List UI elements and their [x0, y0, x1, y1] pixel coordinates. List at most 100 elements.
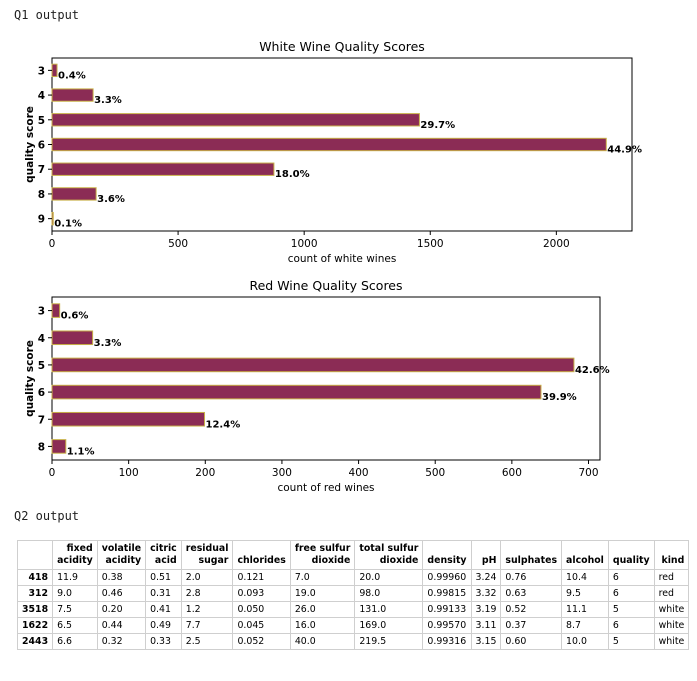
- table-cell: 6: [607, 617, 655, 634]
- q1-output-label: Q1 output: [14, 8, 80, 22]
- red-ytick-label: 8: [38, 441, 45, 453]
- white-ytick-label: 8: [38, 189, 45, 201]
- table-cell: 169.0: [354, 617, 424, 634]
- table-cell: 0.51: [145, 569, 182, 586]
- red-xtick-label: 0: [49, 467, 56, 479]
- red-yaxis-label: quality score: [24, 340, 36, 417]
- column-header: pH: [470, 540, 502, 570]
- column-header-text: volatile: [101, 543, 142, 554]
- table-cell: 0.33: [145, 633, 182, 650]
- column-header: sulphates: [500, 540, 563, 570]
- column-header-text: sugar: [198, 555, 229, 566]
- table-cell: 0.32: [96, 633, 147, 650]
- table-cell: 0.60: [500, 633, 563, 650]
- column-header-text: acid: [154, 555, 177, 566]
- white-xtick-label: 2000: [543, 238, 570, 250]
- row-index: 418: [16, 569, 54, 586]
- table-cell: 0.31: [145, 585, 182, 602]
- white-data-label: 18.0%: [275, 169, 310, 180]
- table-cell: red: [653, 569, 690, 586]
- q2-output-label: Q2 output: [14, 509, 80, 523]
- table-row: 2443 6.6 0.32 0.33 2.5 0.052 40.0 219.5 0.99316 3…: [16, 633, 690, 650]
- red-ytick-label: 5: [38, 360, 45, 372]
- white-wine-chart: White Wine Quality Scores 3 0.4% 4 3.3% 5 29.7…: [24, 39, 642, 265]
- table-cell: 131.0: [354, 601, 424, 618]
- white-data-label: 44.9%: [607, 145, 642, 156]
- column-header-text: total sulfur: [359, 543, 419, 554]
- white-xtick-label: 500: [168, 238, 188, 250]
- column-header: free sulfur dioxide: [289, 540, 356, 570]
- table-cell: 0.41: [145, 601, 182, 618]
- table-cell: 6.6: [52, 633, 98, 650]
- column-header-text: dioxide: [311, 555, 351, 566]
- white-data-label: 3.3%: [94, 95, 122, 106]
- table-cell: 5: [607, 633, 655, 650]
- column-header-text: residual: [185, 543, 229, 554]
- white-data-label: 0.1%: [54, 219, 82, 230]
- column-header-text: acidity: [105, 555, 142, 566]
- red-chart-title: Red Wine Quality Scores: [249, 278, 402, 293]
- row-index: 3518: [16, 601, 54, 618]
- table-cell: 7.0: [289, 569, 356, 586]
- column-header: citric acid: [145, 540, 182, 570]
- table-body: 418 11.9 0.38 0.51 2.0 0.121 7.0 20.0 0.99960 3.2…: [16, 569, 690, 650]
- red-xtick-label: 700: [578, 467, 598, 479]
- table-cell: 0.38: [96, 569, 147, 586]
- table-header: fixed acidity volatile acidity citric acid res…: [16, 540, 690, 570]
- table-cell: 0.63: [500, 585, 563, 602]
- white-data-label: 3.6%: [97, 194, 125, 205]
- column-header-text: [566, 543, 604, 555]
- column-header-text: [427, 543, 466, 555]
- table-cell: 11.1: [561, 601, 609, 618]
- table-cell: 0.99960: [422, 569, 472, 586]
- table-cell: 3.19: [470, 601, 502, 618]
- column-header-text: [237, 543, 285, 555]
- row-index: 1622: [16, 617, 54, 634]
- table-cell: 0.49: [145, 617, 182, 634]
- red-xtick-label: 300: [272, 467, 292, 479]
- column-header-text: citric: [150, 543, 177, 554]
- table-cell: 0.46: [96, 585, 147, 602]
- red-ytick-label: 6: [38, 387, 45, 399]
- table-cell: 2.8: [180, 585, 234, 602]
- white-ytick-label: 5: [38, 115, 45, 127]
- index-header: [16, 540, 54, 570]
- red-wine-chart: Red Wine Quality Scores 3 0.6% 4 3.3% 5 42.6% 6…: [24, 278, 610, 494]
- column-header-text: quality: [612, 555, 650, 566]
- red-ytick-label: 7: [38, 414, 45, 426]
- table-cell: 5: [607, 601, 655, 618]
- red-bar-7: [51, 411, 206, 427]
- white-yaxis-label: quality score: [24, 106, 36, 183]
- column-header: density: [422, 540, 472, 570]
- red-data-label: 39.9%: [542, 392, 577, 403]
- table-cell: 9.0: [52, 585, 98, 602]
- table-cell: white: [653, 601, 690, 618]
- table-cell: 1.2: [180, 601, 234, 618]
- column-header-text: fixed: [66, 543, 93, 554]
- table-cell: 10.0: [561, 633, 609, 650]
- red-xtick-label: 100: [119, 467, 139, 479]
- red-data-label: 1.1%: [67, 446, 95, 457]
- table-cell: 7.7: [180, 617, 234, 634]
- table-row: 418 11.9 0.38 0.51 2.0 0.121 7.0 20.0 0.99960 3.2…: [16, 569, 690, 586]
- red-ytick-label: 3: [38, 306, 45, 318]
- white-data-label: 0.4%: [58, 70, 86, 81]
- red-xtick-label: 500: [425, 467, 445, 479]
- red-bar-4: [51, 330, 94, 346]
- table-row: 3518 7.5 0.20 0.41 1.2 0.050 26.0 131.0 0.99133 3…: [16, 601, 690, 618]
- column-header-text: alcohol: [566, 555, 604, 566]
- table-header-row: fixed acidity volatile acidity citric acid res…: [16, 540, 690, 570]
- table-cell: 0.093: [232, 585, 291, 602]
- table-cell: 40.0: [289, 633, 356, 650]
- column-header: total sulfur dioxide: [354, 540, 424, 570]
- table-cell: 0.99815: [422, 585, 472, 602]
- table-cell: 0.050: [232, 601, 291, 618]
- table-cell: 2.0: [180, 569, 234, 586]
- white-xtick-label: 0: [49, 238, 56, 250]
- column-header: residual sugar: [180, 540, 234, 570]
- white-ytick-label: 7: [38, 164, 45, 176]
- table-cell: 3.32: [470, 585, 502, 602]
- column-header: volatile acidity: [96, 540, 147, 570]
- white-xtick-label: 1000: [291, 238, 318, 250]
- red-plot-frame: [51, 296, 601, 461]
